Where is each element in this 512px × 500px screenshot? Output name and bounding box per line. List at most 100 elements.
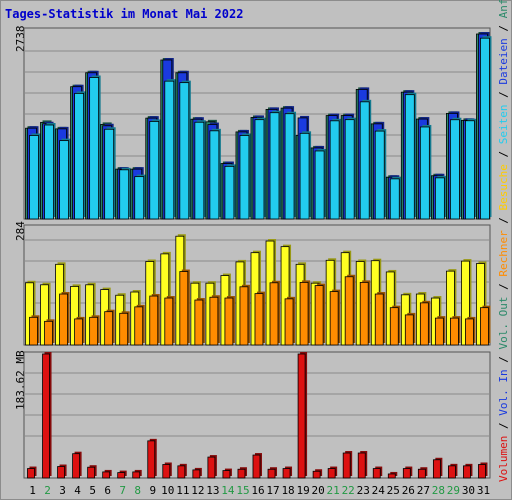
- volumen-bar: [402, 468, 411, 479]
- day-label-11: 11: [176, 484, 189, 497]
- day-label-8: 8: [134, 484, 141, 497]
- rechner-bar: [239, 286, 249, 346]
- rechner-bar: [404, 314, 414, 346]
- seiten-bar: [284, 113, 295, 220]
- seiten-bar: [359, 101, 370, 220]
- rechner-bar: [74, 318, 83, 346]
- day-label-24: 24: [372, 484, 386, 497]
- rechner-bar: [450, 317, 459, 346]
- day-label-28: 28: [432, 484, 445, 497]
- volumen-bar: [237, 468, 246, 479]
- volumen-bar: [297, 353, 306, 479]
- volumen-bar: [177, 465, 186, 479]
- day-label-16: 16: [251, 484, 264, 497]
- seiten-bar: [239, 135, 250, 220]
- day-label-7: 7: [119, 484, 126, 497]
- rechner-bar: [329, 291, 339, 346]
- seiten-bar: [269, 112, 280, 220]
- rechner-bar: [434, 317, 444, 346]
- seiten-bar: [134, 176, 145, 220]
- seiten-bar: [419, 126, 430, 220]
- volumen-bar: [267, 468, 276, 479]
- seiten-bar: [465, 120, 475, 220]
- day-label-20: 20: [312, 484, 325, 497]
- seiten-bar: [374, 130, 385, 220]
- seiten-bar: [314, 150, 325, 220]
- rechner-bar: [29, 316, 38, 346]
- rechner-bar: [179, 271, 189, 346]
- rechner-bar: [209, 296, 219, 346]
- volumen-bar: [432, 459, 441, 479]
- day-label-10: 10: [161, 484, 174, 497]
- seiten-bar: [149, 121, 160, 220]
- volumen-bar: [42, 353, 50, 479]
- day-label-17: 17: [266, 484, 279, 497]
- volumen-bar: [87, 466, 96, 479]
- rechner-bar: [465, 318, 474, 346]
- rechner-bar: [419, 302, 429, 346]
- seiten-bar: [44, 124, 54, 220]
- seiten-bar: [299, 132, 310, 220]
- day-label-13: 13: [206, 484, 219, 497]
- rechner-bar: [224, 297, 234, 346]
- rechner-bar: [119, 312, 129, 346]
- rechner-bar: [149, 295, 159, 346]
- volumen-bar: [147, 440, 156, 479]
- day-label-22: 22: [342, 484, 355, 497]
- volumen-bar: [282, 468, 291, 479]
- day-label-15: 15: [236, 484, 249, 497]
- seiten-bar: [89, 77, 100, 220]
- day-label-21: 21: [327, 484, 340, 497]
- rechner-bar: [344, 276, 354, 346]
- rechner-bar: [59, 293, 68, 346]
- day-label-1: 1: [29, 484, 36, 497]
- day-label-31: 31: [477, 484, 490, 497]
- day-label-27: 27: [417, 484, 430, 497]
- rechner-bar: [359, 281, 369, 346]
- seiten-bar: [254, 119, 265, 220]
- day-label-26: 26: [402, 484, 415, 497]
- seiten-bar: [329, 120, 340, 220]
- day-label-3: 3: [59, 484, 66, 497]
- volumen-bar: [57, 466, 65, 479]
- day-label-23: 23: [357, 484, 370, 497]
- volumen-bar: [327, 468, 336, 479]
- volumen-bar: [222, 470, 231, 479]
- rechner-bar: [254, 293, 264, 346]
- volumen-bar: [417, 468, 426, 479]
- seiten-bar: [344, 119, 355, 220]
- day-label-29: 29: [447, 484, 460, 497]
- seiten-bar: [224, 165, 235, 220]
- rechner-bar: [89, 316, 99, 346]
- volumen-bar: [192, 469, 201, 479]
- seiten-bar: [434, 177, 445, 220]
- rechner-bar: [374, 293, 384, 346]
- volumen-bar: [162, 464, 171, 479]
- day-label-12: 12: [191, 484, 204, 497]
- day-label-6: 6: [104, 484, 111, 497]
- seiten-bar: [450, 119, 460, 220]
- volumen-bar: [312, 470, 321, 479]
- day-label-5: 5: [89, 484, 96, 497]
- day-label-19: 19: [296, 484, 309, 497]
- volumen-bar: [27, 468, 35, 479]
- seiten-bar: [119, 169, 130, 220]
- day-label-2: 2: [44, 484, 51, 497]
- seiten-bar: [59, 140, 69, 220]
- rechner-bar: [164, 297, 174, 346]
- rechner-bar: [104, 311, 114, 346]
- volumen-bar: [72, 453, 80, 479]
- day-label-25: 25: [387, 484, 400, 497]
- rechner-bar: [480, 307, 489, 346]
- rechner-bar: [299, 281, 309, 346]
- seiten-bar: [74, 92, 84, 220]
- rechner-bar: [269, 282, 279, 346]
- rechner-bar: [284, 298, 294, 346]
- rechner-bar: [389, 307, 399, 346]
- volumen-bar: [252, 454, 261, 479]
- seiten-bar: [480, 37, 490, 220]
- volumen-bar: [342, 452, 351, 479]
- seiten-bar: [29, 135, 39, 220]
- rechner-bar: [44, 320, 53, 346]
